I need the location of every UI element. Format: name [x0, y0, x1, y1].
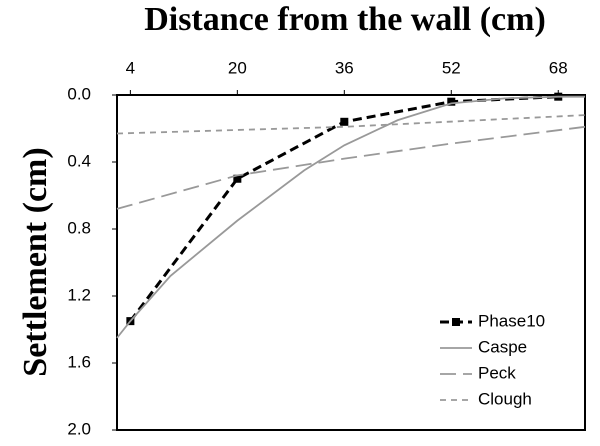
- legend-label: Clough: [478, 389, 532, 408]
- y-tick-label: 0.8: [67, 218, 91, 237]
- legend-label: Phase10: [478, 311, 545, 330]
- series-line: [116, 114, 586, 135]
- legend-marker: [452, 318, 460, 326]
- x-tick-label: 4: [126, 58, 135, 77]
- x-tick-label: 36: [335, 58, 354, 77]
- y-tick-label: 1.6: [67, 352, 91, 371]
- plot-frame: [116, 94, 586, 431]
- marker: [447, 97, 456, 106]
- y-tick-label: 0.4: [67, 151, 91, 170]
- y-tick-label: 2.0: [67, 419, 91, 438]
- x-tick-label: 52: [442, 58, 461, 77]
- y-tick-label: 1.2: [67, 285, 91, 304]
- chart-title: Distance from the wall (cm): [144, 1, 546, 38]
- x-tick-label: 68: [549, 58, 568, 77]
- legend-label: Caspe: [478, 337, 527, 356]
- marker: [233, 174, 242, 183]
- legend-label: Peck: [478, 363, 516, 382]
- series-line: [116, 125, 586, 210]
- y-tick-label: 0.0: [67, 84, 91, 103]
- y-axis-label: Settlement (cm): [17, 147, 54, 376]
- x-tick-label: 20: [228, 58, 247, 77]
- series-line: [116, 95, 585, 339]
- marker: [340, 117, 349, 126]
